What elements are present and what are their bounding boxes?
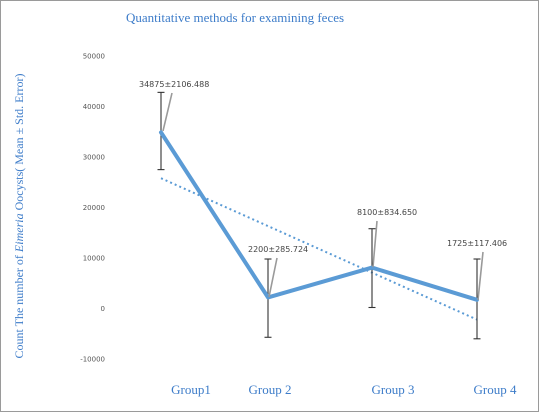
error-bar-layer [157, 91, 481, 340]
trendline-layer [160, 177, 478, 321]
y-tick-label: 40000 [83, 103, 105, 111]
series-line [159, 130, 479, 302]
chart-title: Quantitative methods for examining feces [126, 10, 344, 25]
data-label-leader [162, 92, 173, 132]
y-axis-label: Count The number of Eimeria Oocysts( Mea… [12, 73, 26, 358]
data-label-leader [372, 220, 378, 268]
y-tick-label: 10000 [83, 255, 105, 263]
x-tick-label: Group 3 [372, 382, 415, 397]
data-label: 34875±2106.488 [139, 80, 209, 89]
label-leader-layer [162, 92, 484, 301]
series-line-layer [159, 130, 479, 302]
data-label-layer: 34875±2106.488 2200±285.724 8100±834.650 17… [139, 80, 507, 254]
y-tick-label: 50000 [83, 53, 105, 61]
y-tick-label: 0 [101, 305, 105, 313]
x-tick-label: Group 4 [474, 382, 517, 397]
data-label-leader [477, 251, 484, 301]
x-tick-labels: Group1 Group 2 Group 3 Group 4 [171, 382, 517, 397]
y-tick-label: 20000 [83, 204, 105, 212]
data-label: 8100±834.650 [357, 208, 417, 217]
data-label-leader [268, 257, 278, 298]
y-tick-labels: -10000 0 10000 20000 30000 40000 50000 [80, 53, 105, 364]
data-label: 2200±285.724 [248, 245, 308, 254]
data-label: 1725±117.406 [447, 239, 507, 248]
x-tick-label: Group1 [171, 382, 211, 397]
trendline [160, 177, 478, 321]
y-tick-label: -10000 [80, 356, 105, 364]
y-tick-label: 30000 [83, 154, 105, 162]
x-tick-label: Group 2 [249, 382, 292, 397]
